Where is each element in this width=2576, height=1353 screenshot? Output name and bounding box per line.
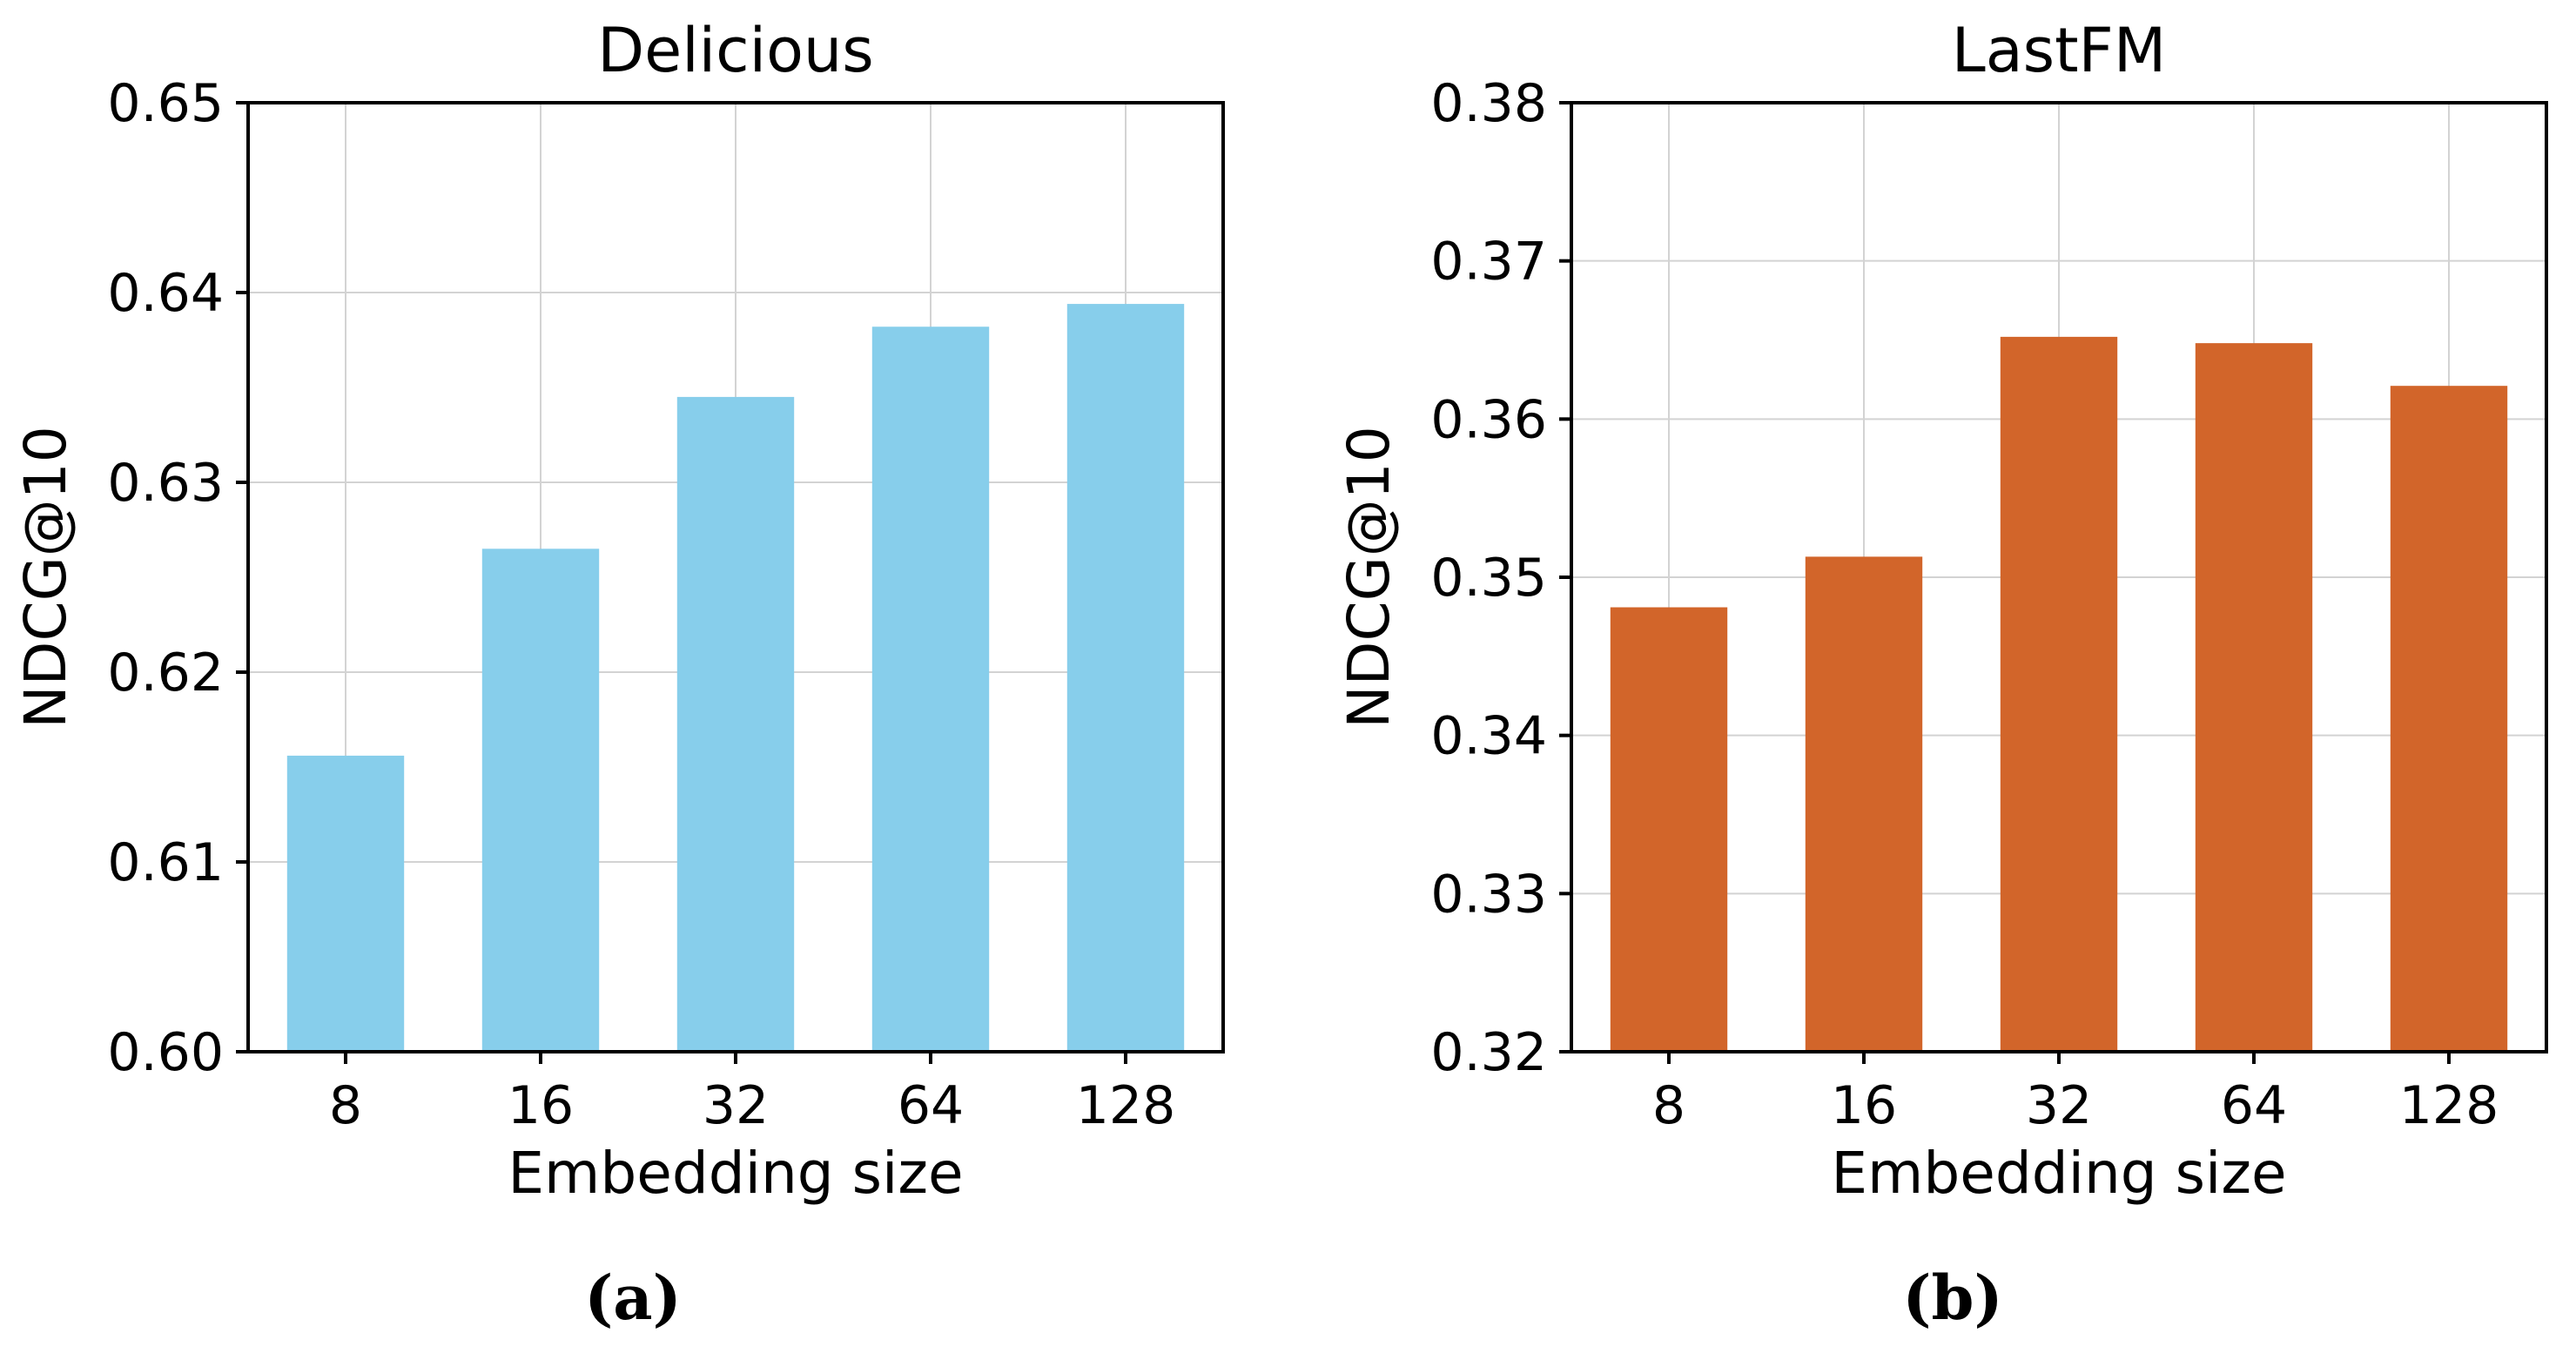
y-axis-label: NDCG@10 xyxy=(1335,426,1402,728)
bar-32 xyxy=(2000,336,2118,1052)
x-tick-label: 32 xyxy=(703,1075,769,1136)
x-tick-label: 64 xyxy=(2221,1075,2287,1136)
chart-panel-lastfm: 0.320.330.340.350.360.370.38 8 16 32 64 128 … xyxy=(1335,15,2548,1334)
panel-caption: (b) xyxy=(1902,1262,2002,1334)
x-tick-label: 16 xyxy=(1831,1075,1897,1136)
chart-panel-delicious: 0.60 0.61 0.62 0.63 0.64 0.65 8 16 32 64 128 Deli… xyxy=(12,15,1225,1334)
y-tick-label: 0.33 xyxy=(1430,864,1547,925)
y-tick-label: 0.35 xyxy=(1430,548,1547,609)
y-tick-label: 0.36 xyxy=(1430,389,1547,450)
x-tick-label: 128 xyxy=(2399,1075,2499,1136)
chart-title: Delicious xyxy=(597,15,873,86)
x-tick-label: 64 xyxy=(898,1075,964,1136)
y-tick-label: 0.60 xyxy=(107,1022,224,1083)
x-tick-label: 32 xyxy=(2026,1075,2092,1136)
x-axis-label: Embedding size xyxy=(508,1140,963,1207)
chart-title: LastFM xyxy=(1952,15,2166,86)
y-tick-label: 0.32 xyxy=(1430,1022,1547,1083)
y-axis-label: NDCG@10 xyxy=(12,426,79,728)
bar-8 xyxy=(1610,607,1728,1052)
y-tick-label: 0.38 xyxy=(1430,73,1547,134)
bar-16 xyxy=(1805,556,1923,1052)
y-tick-label: 0.61 xyxy=(107,832,224,893)
x-tick-label: 128 xyxy=(1076,1075,1176,1136)
y-tick-label: 0.62 xyxy=(107,643,224,703)
y-tick-label: 0.65 xyxy=(107,73,224,134)
x-tick-label: 8 xyxy=(1652,1075,1685,1136)
bar-8 xyxy=(286,755,405,1052)
bar-128 xyxy=(2390,386,2508,1052)
x-tick-label: 8 xyxy=(329,1075,362,1136)
x-axis-label: Embedding size xyxy=(1831,1140,2286,1207)
bar-64 xyxy=(871,326,990,1052)
y-tick-label: 0.63 xyxy=(107,453,224,514)
bar-32 xyxy=(676,396,795,1052)
x-tick-label: 16 xyxy=(508,1075,574,1136)
y-tick-label: 0.64 xyxy=(107,263,224,324)
panel-caption: (a) xyxy=(584,1262,682,1334)
y-tick-label: 0.34 xyxy=(1430,706,1547,767)
y-tick-label: 0.37 xyxy=(1430,232,1547,293)
bar-64 xyxy=(2195,343,2313,1053)
bar-128 xyxy=(1066,304,1185,1053)
bar-16 xyxy=(481,549,600,1052)
